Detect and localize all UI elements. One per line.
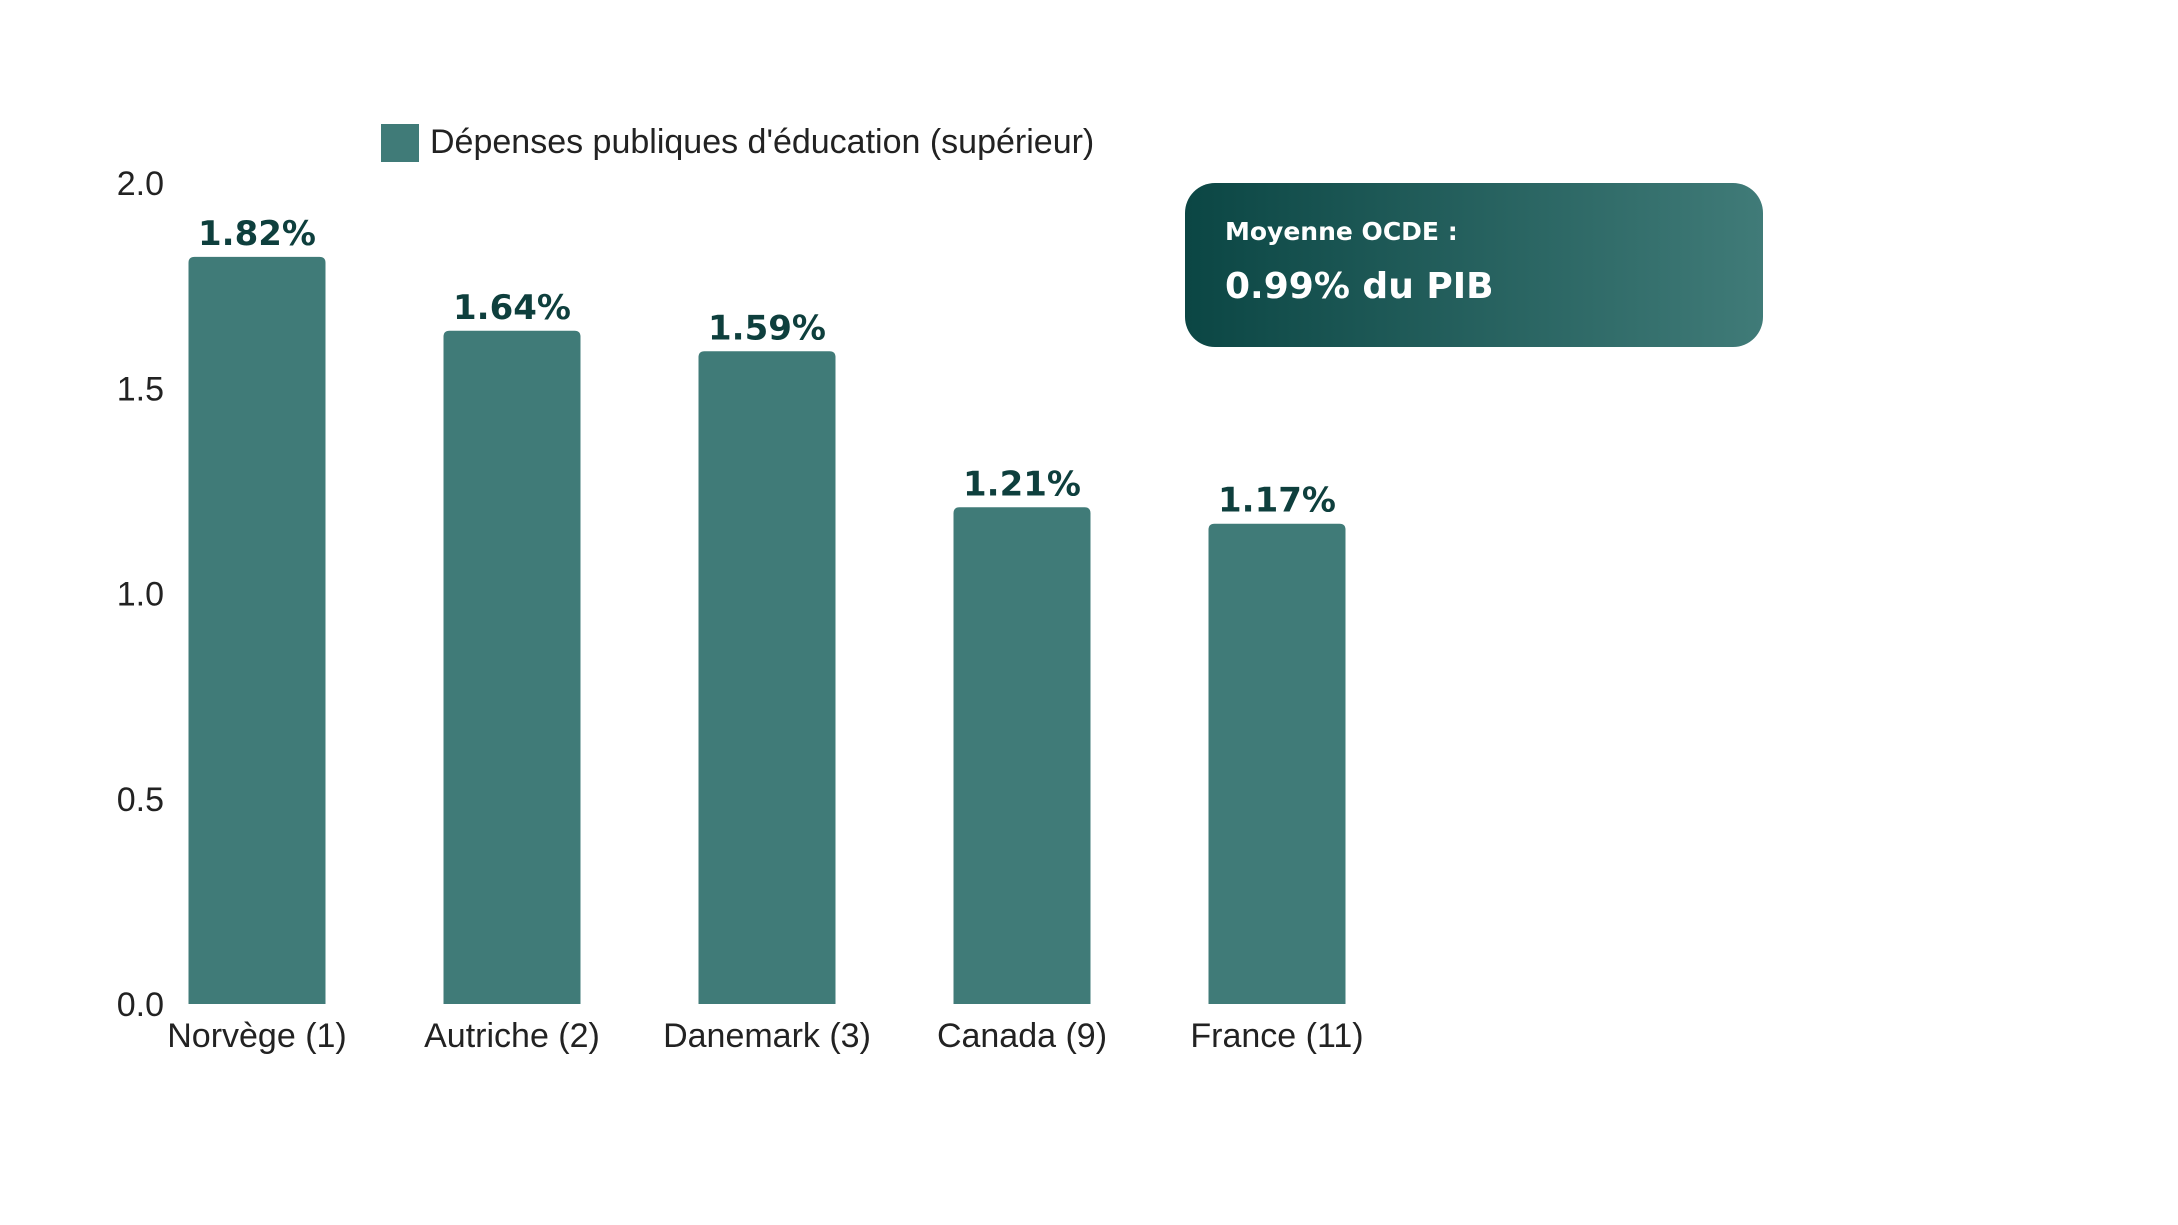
bar <box>1208 523 1346 1004</box>
bar-value-label: 1.59% <box>708 308 826 348</box>
callout-title: Moyenne OCDE : <box>1225 217 1458 246</box>
callout-value: 0.99% du PIB <box>1225 266 1494 307</box>
y-tick-label: 1.5 <box>117 370 164 408</box>
oecd-average-callout: Moyenne OCDE : 0.99% du PIB <box>1185 183 1763 347</box>
legend: Dépenses publiques d'éducation (supérieu… <box>381 123 1094 162</box>
bar-value-label: 1.82% <box>198 214 316 254</box>
bar <box>953 507 1091 1004</box>
y-tick-label: 0.0 <box>117 986 164 1024</box>
x-tick-label: France (11) <box>1190 1017 1363 1055</box>
y-tick-label: 2.0 <box>117 165 164 203</box>
bar <box>698 351 836 1004</box>
bar <box>188 256 326 1004</box>
bar-value-label: 1.64% <box>453 288 571 328</box>
x-tick-label: Norvège (1) <box>167 1017 347 1055</box>
legend-label: Dépenses publiques d'éducation (supérieu… <box>430 123 1094 161</box>
y-tick-label: 1.0 <box>117 576 164 614</box>
x-axis: Norvège (1) Autriche (2) Danemark (3) Canad… <box>167 1017 1363 1055</box>
y-tick-label: 0.5 <box>117 781 164 819</box>
bar <box>443 330 581 1004</box>
x-tick-label: Canada (9) <box>937 1017 1107 1055</box>
bar-value-label: 1.17% <box>1218 481 1336 521</box>
x-tick-label: Autriche (2) <box>424 1017 600 1055</box>
x-tick-label: Danemark (3) <box>663 1017 871 1055</box>
legend-swatch <box>381 124 419 162</box>
bar-value-label: 1.21% <box>963 464 1081 504</box>
bars <box>188 256 1346 1004</box>
y-axis: 0.0 0.5 1.0 1.5 2.0 <box>117 165 164 1024</box>
data-labels: 1.82% 1.64% 1.59% 1.21% 1.17% <box>198 214 1336 521</box>
